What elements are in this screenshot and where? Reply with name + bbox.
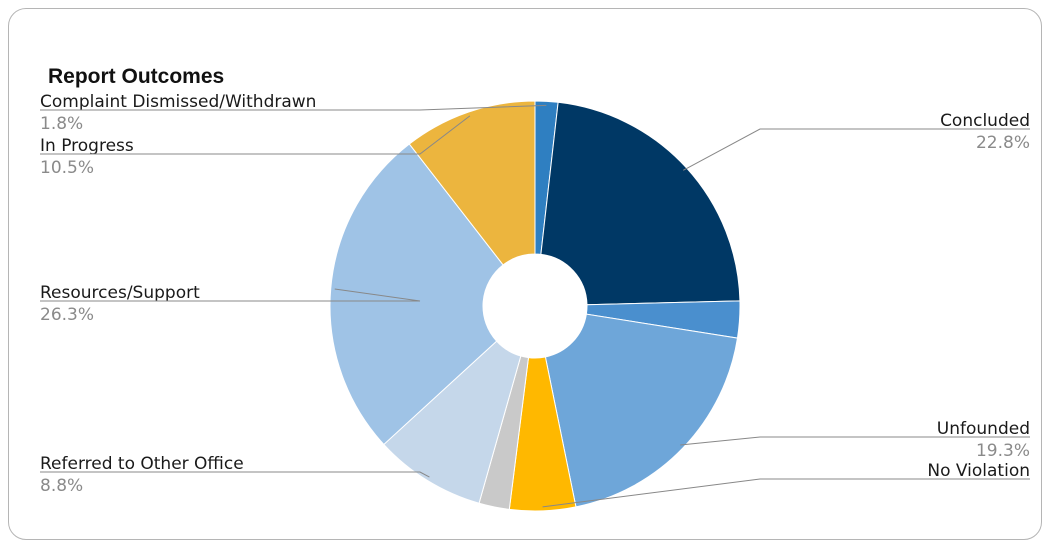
leader-line-no-violation [542,478,1030,508]
leader-line-resources-support [40,288,421,302]
leader-line-unfounded [680,436,1030,446]
slice-resources-support [329,143,504,446]
label-name-resources-support: Resources/Support [40,283,200,303]
label-name-unfounded: Unfounded [937,419,1030,439]
label-name-referred-to-other-office: Referred to Other Office [40,454,244,474]
leader-line-referred-to-other-office [40,471,430,478]
leader-line-complaint-dismissed-withdrawn [40,104,547,111]
label-pct-complaint-dismissed-withdrawn: 1.8% [40,114,83,134]
label-name-concluded: Concluded [940,111,1030,131]
label-no-violation: No Violation [542,461,1030,508]
card-title: Report Outcomes [48,65,225,88]
label-pct-concluded: 22.8% [976,133,1030,153]
slice-referred-to-other-office [383,340,522,504]
label-pct-unfounded: 19.3% [976,441,1030,461]
leader-line-concluded [683,128,1030,171]
label-name-in-progress: In Progress [40,136,134,156]
label-pct-in-progress: 10.5% [40,158,94,178]
label-name-complaint-dismissed-withdrawn: Complaint Dismissed/Withdrawn [40,92,316,112]
label-pct-resources-support: 26.3% [40,305,94,325]
slice-in-progress [408,100,536,266]
label-name-no-violation: No Violation [927,461,1030,481]
leader-line-in-progress [40,115,471,155]
label-pct-referred-to-other-office: 8.8% [40,476,83,496]
slice-unfounded [544,313,739,508]
slice-concluded [540,101,741,306]
